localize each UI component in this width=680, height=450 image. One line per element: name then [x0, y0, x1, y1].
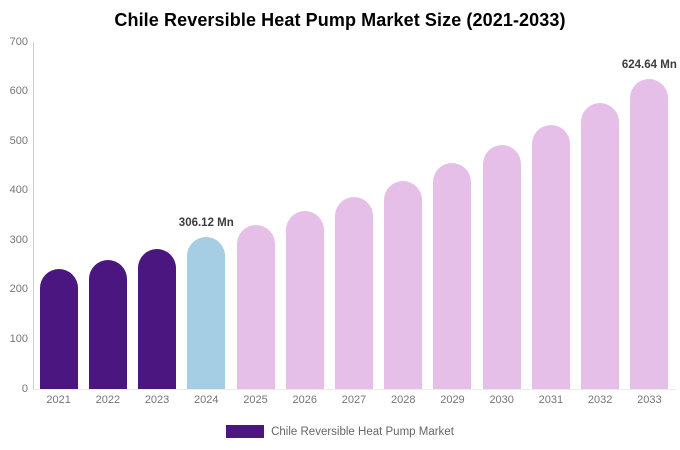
x-label-2031: 2031 — [538, 394, 564, 406]
bar-2024[interactable] — [187, 237, 226, 389]
x-label-2027: 2027 — [341, 394, 367, 406]
y-tick-600: 600 — [9, 85, 28, 98]
bar-2029[interactable] — [433, 163, 472, 389]
x-label-2026: 2026 — [292, 394, 317, 406]
data-label-2024: 306.12 Mn — [178, 217, 234, 230]
y-tick-100: 100 — [9, 332, 28, 345]
x-label-2025: 2025 — [243, 394, 268, 406]
legend-swatch — [226, 425, 265, 438]
bar-2033[interactable] — [630, 79, 669, 389]
y-tick-700: 700 — [9, 35, 28, 48]
x-label-2033: 2033 — [637, 394, 662, 406]
x-label-2023: 2023 — [144, 394, 170, 406]
bar-2026[interactable] — [285, 211, 324, 389]
bar-2030[interactable] — [482, 144, 521, 389]
bar-2022[interactable] — [88, 259, 127, 389]
x-label-2030: 2030 — [489, 394, 514, 406]
y-tick-300: 300 — [9, 233, 28, 246]
x-label-2024: 2024 — [194, 394, 219, 406]
bar-2027[interactable] — [335, 196, 373, 389]
bar-2031[interactable] — [531, 124, 570, 389]
chart-title: Chile Reversible Heat Pump Market Size (… — [114, 10, 566, 30]
bar-2025[interactable] — [236, 224, 275, 389]
bar-2021[interactable] — [39, 269, 78, 389]
x-axis-line — [33, 389, 676, 390]
x-label-2021: 2021 — [46, 394, 71, 406]
data-label-2033: 624.64 Mn — [621, 59, 677, 72]
y-tick-400: 400 — [9, 184, 28, 197]
legend[interactable]: Chile Reversible Heat Pump Market — [0, 425, 680, 438]
x-label-2032: 2032 — [587, 394, 613, 406]
legend-label: Chile Reversible Heat Pump Market — [271, 425, 454, 438]
bar-2028[interactable] — [384, 180, 423, 389]
x-label-2022: 2022 — [95, 394, 121, 406]
y-tick-500: 500 — [9, 134, 28, 147]
y-tick-0: 0 — [21, 382, 28, 395]
y-tick-200: 200 — [9, 283, 28, 296]
x-label-2028: 2028 — [390, 394, 416, 406]
y-axis-line — [33, 42, 34, 389]
bar-2032[interactable] — [581, 102, 620, 389]
bar-2023[interactable] — [138, 248, 177, 389]
x-label-2029: 2029 — [440, 394, 465, 406]
